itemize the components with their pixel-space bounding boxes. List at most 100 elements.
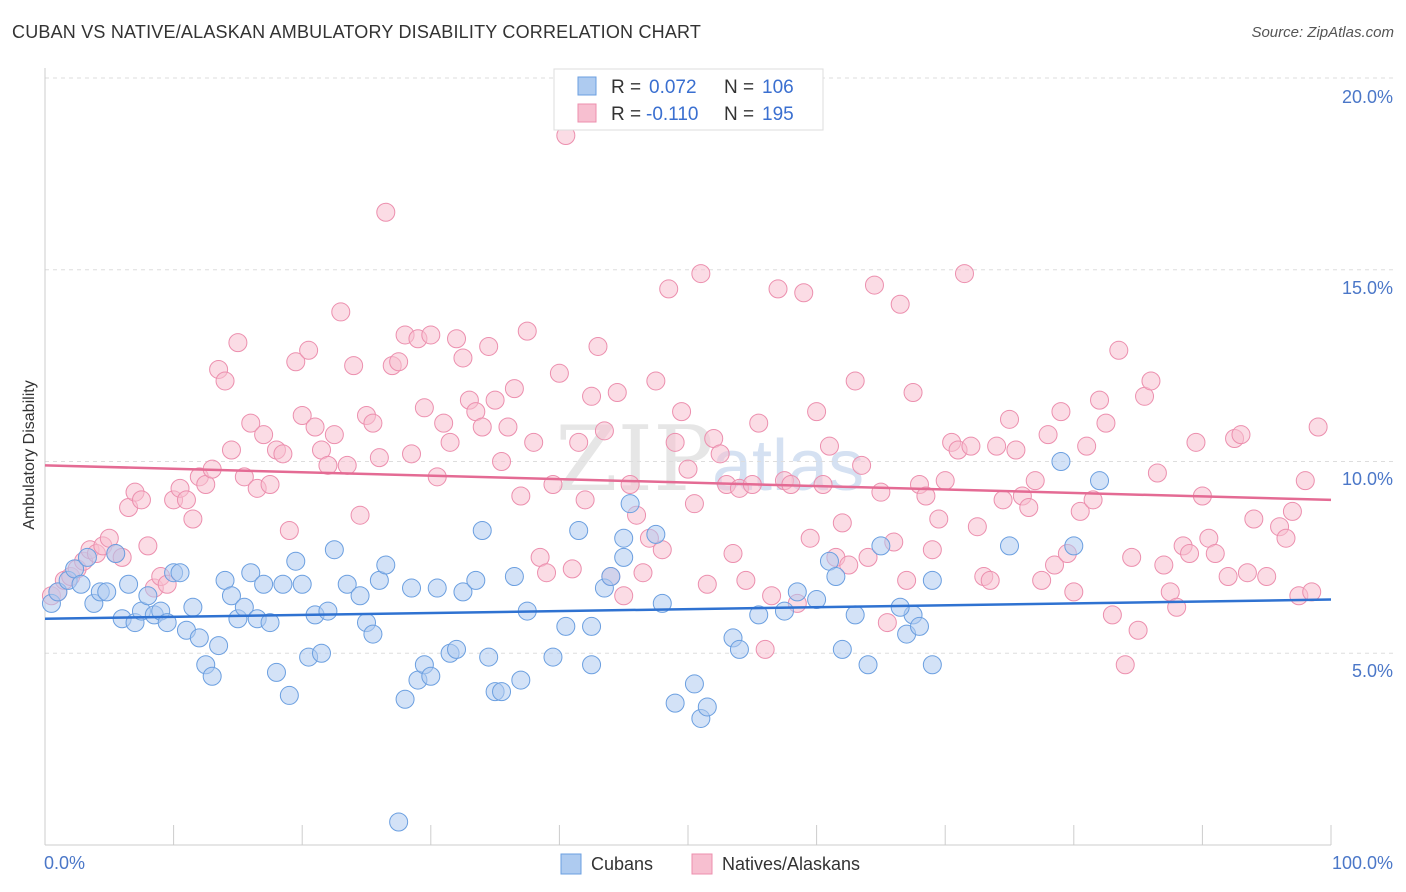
cuban-point-103 bbox=[1090, 471, 1110, 491]
cuban-point-82 bbox=[697, 697, 717, 717]
native-point-45 bbox=[331, 302, 351, 322]
cuban-point-102 bbox=[1064, 536, 1084, 556]
native-point-133 bbox=[897, 570, 917, 590]
cuban-point-33 bbox=[260, 613, 280, 633]
native-point-52 bbox=[376, 202, 396, 222]
native-point-187 bbox=[1257, 567, 1277, 587]
natives-series-swatch bbox=[691, 853, 713, 875]
chart-title: CUBAN VS NATIVE/ALASKAN AMBULATORY DISAB… bbox=[12, 22, 702, 42]
native-point-83 bbox=[575, 490, 595, 510]
cuban-point-77 bbox=[620, 494, 640, 514]
cuban-point-4 bbox=[71, 574, 91, 594]
native-point-192 bbox=[1295, 471, 1315, 491]
native-point-84 bbox=[582, 386, 602, 406]
x-tick-label-max: 100.0% bbox=[1332, 853, 1393, 873]
native-point-73 bbox=[511, 486, 531, 506]
cuban-point-30 bbox=[241, 563, 261, 583]
native-point-33 bbox=[254, 425, 274, 445]
native-point-38 bbox=[286, 352, 306, 372]
native-point-167 bbox=[1115, 655, 1135, 675]
native-point-136 bbox=[916, 486, 936, 506]
cuban-point-41 bbox=[311, 643, 331, 663]
native-point-102 bbox=[697, 574, 717, 594]
native-point-104 bbox=[710, 444, 730, 464]
native-point-54 bbox=[389, 352, 409, 372]
native-point-142 bbox=[954, 264, 974, 284]
native-point-69 bbox=[485, 390, 505, 410]
native-point-152 bbox=[1019, 498, 1039, 518]
cuban-point-76 bbox=[614, 547, 634, 567]
native-point-169 bbox=[1128, 620, 1148, 640]
native-point-29 bbox=[228, 333, 248, 353]
native-point-161 bbox=[1077, 436, 1097, 456]
cuban-point-88 bbox=[807, 590, 827, 610]
native-point-168 bbox=[1122, 547, 1142, 567]
native-point-128 bbox=[864, 275, 884, 295]
cuban-point-87 bbox=[787, 582, 807, 602]
native-point-75 bbox=[524, 432, 544, 452]
native-point-30 bbox=[234, 467, 254, 487]
cuban-point-44 bbox=[337, 574, 357, 594]
cuban-point-14 bbox=[138, 586, 158, 606]
native-point-156 bbox=[1045, 555, 1065, 575]
native-point-41 bbox=[305, 417, 325, 437]
cuban-point-9 bbox=[106, 544, 126, 564]
native-point-181 bbox=[1205, 544, 1225, 564]
native-point-39 bbox=[292, 405, 312, 425]
cuban-point-94 bbox=[871, 536, 891, 556]
native-point-56 bbox=[402, 444, 422, 464]
cuban-point-35 bbox=[273, 574, 293, 594]
cuban-point-47 bbox=[363, 624, 383, 644]
cubans-series-label: Cubans bbox=[591, 854, 653, 874]
native-point-154 bbox=[1032, 570, 1052, 590]
y-tick-label-5: 5.0% bbox=[1352, 661, 1393, 681]
native-point-143 bbox=[961, 436, 981, 456]
native-point-110 bbox=[749, 413, 769, 433]
cuban-point-62 bbox=[479, 647, 499, 667]
native-point-97 bbox=[665, 432, 685, 452]
cuban-point-100 bbox=[1000, 536, 1019, 556]
native-point-82 bbox=[569, 432, 589, 452]
native-point-147 bbox=[987, 436, 1007, 456]
cuban-point-59 bbox=[453, 582, 473, 602]
native-point-27 bbox=[215, 371, 235, 391]
cuban-point-72 bbox=[582, 616, 602, 636]
native-point-155 bbox=[1038, 425, 1058, 445]
cuban-point-91 bbox=[832, 639, 852, 659]
natives-r-label: R = bbox=[611, 104, 641, 125]
native-point-22 bbox=[183, 509, 203, 529]
native-point-190 bbox=[1282, 501, 1302, 521]
native-point-51 bbox=[369, 448, 389, 468]
cuban-point-75 bbox=[614, 528, 634, 548]
native-point-40 bbox=[299, 340, 319, 360]
native-point-149 bbox=[1000, 409, 1019, 429]
cuban-point-74 bbox=[601, 567, 621, 587]
native-point-61 bbox=[434, 413, 454, 433]
cuban-point-97 bbox=[909, 616, 929, 636]
native-point-15 bbox=[138, 536, 158, 556]
native-point-177 bbox=[1180, 544, 1200, 564]
y-tick-label-20: 20.0% bbox=[1342, 87, 1393, 107]
cuban-point-85 bbox=[749, 605, 769, 625]
native-point-48 bbox=[350, 505, 370, 525]
native-point-157 bbox=[1051, 402, 1071, 422]
x-tick-label-min: 0.0% bbox=[44, 853, 85, 873]
native-point-92 bbox=[633, 563, 653, 583]
native-point-34 bbox=[260, 475, 280, 495]
native-point-67 bbox=[472, 417, 492, 437]
cuban-point-78 bbox=[652, 593, 672, 613]
native-point-37 bbox=[279, 521, 299, 541]
native-point-94 bbox=[646, 371, 666, 391]
native-point-194 bbox=[1308, 417, 1328, 437]
native-point-118 bbox=[800, 528, 820, 548]
cuban-point-49 bbox=[376, 555, 396, 575]
cuban-point-90 bbox=[826, 567, 846, 587]
cubans-n-label: N = bbox=[724, 77, 754, 98]
native-point-172 bbox=[1147, 463, 1167, 483]
native-point-68 bbox=[479, 336, 499, 356]
cuban-point-34 bbox=[266, 662, 286, 682]
cuban-point-70 bbox=[569, 521, 589, 541]
x-axis-ticks bbox=[44, 825, 1332, 845]
natives-r-value: -0.110 bbox=[646, 104, 698, 125]
native-point-123 bbox=[832, 513, 852, 533]
